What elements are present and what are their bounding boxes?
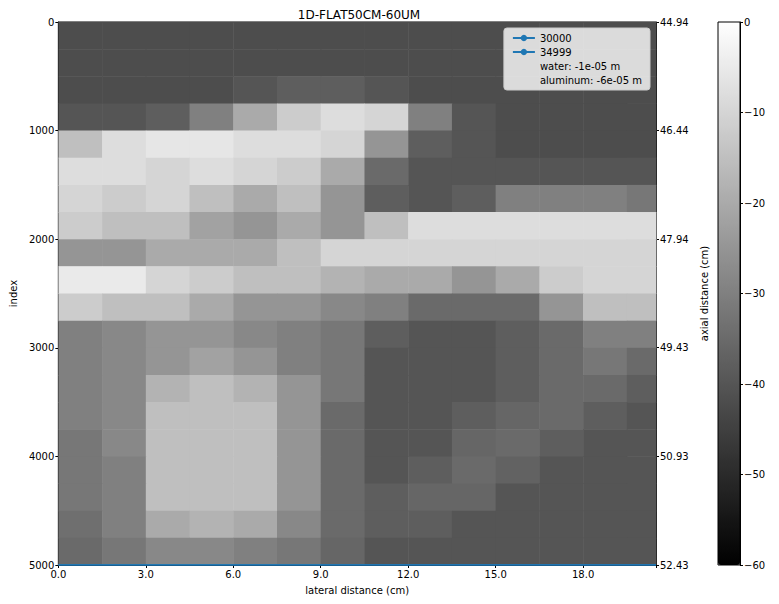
svg-text:47.94: 47.94 [660, 234, 689, 245]
svg-text:−50: −50 [744, 469, 765, 480]
svg-text:aluminum: -6e-05 m: aluminum: -6e-05 m [540, 75, 642, 86]
svg-text:0: 0 [744, 17, 750, 28]
svg-text:50.93: 50.93 [660, 451, 689, 462]
svg-text:lateral distance (cm): lateral distance (cm) [305, 585, 409, 596]
svg-text:0.0: 0.0 [50, 569, 66, 580]
svg-text:−10: −10 [744, 107, 765, 118]
svg-text:44.94: 44.94 [660, 17, 689, 28]
svg-text:12.0: 12.0 [397, 569, 419, 580]
svg-text:1D-FLAT50CM-60UM: 1D-FLAT50CM-60UM [298, 8, 420, 22]
svg-text:0: 0 [48, 17, 54, 28]
svg-text:−30: −30 [744, 288, 765, 299]
svg-text:15.0: 15.0 [485, 569, 507, 580]
svg-text:2000: 2000 [29, 234, 54, 245]
svg-text:30000: 30000 [540, 33, 572, 44]
svg-text:−60: −60 [744, 560, 765, 571]
svg-text:18.0: 18.0 [572, 569, 594, 580]
svg-text:1000: 1000 [29, 125, 54, 136]
svg-text:9.0: 9.0 [313, 569, 329, 580]
svg-text:5000: 5000 [28, 559, 55, 571]
svg-text:6.0: 6.0 [225, 569, 241, 580]
svg-text:34999: 34999 [540, 47, 572, 58]
svg-text:49.43: 49.43 [660, 342, 689, 353]
svg-text:4000: 4000 [29, 451, 54, 462]
svg-text:−40: −40 [744, 379, 765, 390]
svg-text:52.43: 52.43 [660, 560, 689, 571]
svg-text:3000: 3000 [29, 342, 54, 353]
svg-text:−20: −20 [744, 198, 765, 209]
svg-text:index: index [8, 280, 19, 307]
svg-text:3.0: 3.0 [138, 569, 154, 580]
svg-text:water: -1e-05 m: water: -1e-05 m [540, 61, 620, 72]
svg-text:axial distance (cm): axial distance (cm) [699, 246, 710, 342]
svg-text:46.44: 46.44 [660, 125, 689, 136]
